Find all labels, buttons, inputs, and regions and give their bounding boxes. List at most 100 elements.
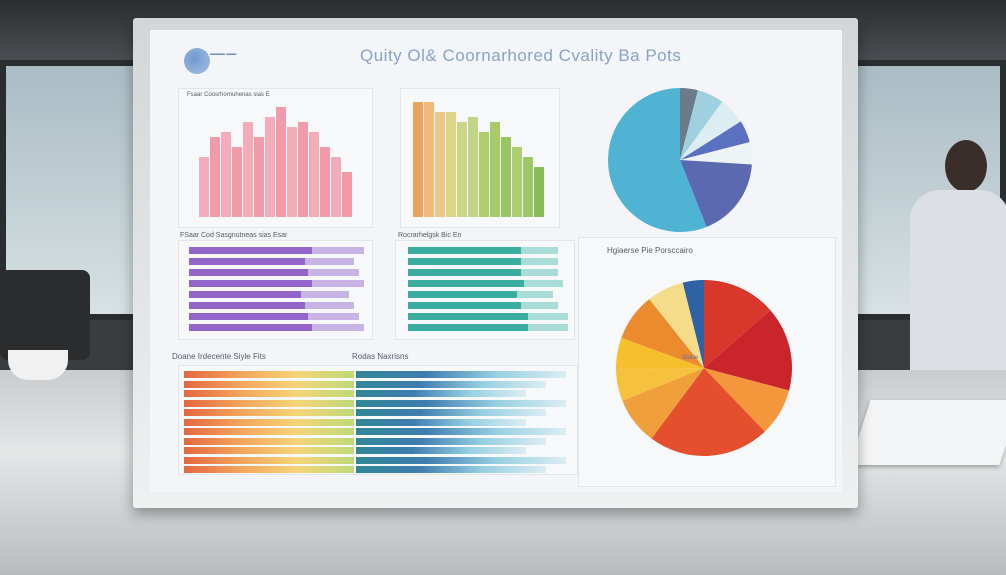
bar	[446, 112, 456, 217]
bar	[265, 117, 275, 217]
bar	[189, 324, 312, 331]
bar	[534, 167, 544, 217]
pie-slice	[704, 368, 790, 432]
bar	[490, 122, 500, 217]
bar	[221, 132, 231, 217]
chart-title: FSaar Cod Sasgnutneas sias Esar	[180, 232, 288, 239]
bar	[331, 157, 341, 217]
pie-slice	[704, 310, 792, 391]
bar	[356, 418, 526, 426]
bar	[189, 313, 308, 320]
pie-slice	[621, 299, 704, 368]
pie-slice	[649, 282, 704, 368]
teal-bar-chart	[395, 240, 575, 340]
bar	[287, 127, 297, 217]
bar	[356, 409, 546, 416]
pie-slice	[680, 101, 741, 160]
pie-slice	[704, 280, 771, 368]
chart-title: Doane Irdecente Siyle Fits	[172, 352, 266, 361]
bar	[189, 302, 305, 309]
bar	[276, 107, 286, 217]
bar	[356, 399, 566, 407]
bar	[356, 380, 546, 388]
chart-title: Rocrarhelgsk Bic En	[398, 232, 462, 239]
bar	[408, 258, 521, 265]
pie-slice	[622, 368, 704, 439]
poster: ▬▬▬ ▬▬ Quity Ol& Coornarhored Cvality Ba…	[150, 30, 842, 492]
bar	[408, 269, 521, 276]
blue-pie-chart	[608, 88, 752, 233]
bar	[342, 172, 352, 217]
bar	[408, 280, 525, 287]
bar	[199, 157, 209, 217]
orange-green-bar-chart	[400, 88, 560, 228]
bar	[184, 380, 354, 388]
bar	[184, 390, 354, 397]
pie-slice	[680, 90, 723, 160]
bar	[356, 371, 566, 378]
chart-subtitle: Rodas Naxrisns	[352, 352, 409, 361]
logo-icon	[184, 48, 210, 74]
bar	[184, 437, 354, 445]
bar	[408, 324, 528, 331]
bar	[243, 122, 253, 217]
logo-text: ▬▬▬ ▬▬	[210, 51, 237, 57]
bar	[479, 132, 489, 217]
bar	[408, 313, 528, 320]
pie-slice	[680, 121, 750, 160]
bar	[356, 466, 546, 473]
bar	[356, 428, 566, 435]
purple-bar-chart	[178, 240, 373, 340]
pie-panel: Hgiaerse Pie Porsccairo Stoilie	[578, 237, 836, 487]
bar	[424, 102, 434, 217]
bar	[413, 102, 423, 217]
bar	[210, 137, 220, 217]
bar	[184, 466, 354, 473]
bar	[523, 157, 533, 217]
pie-slice	[616, 368, 704, 401]
bar	[184, 447, 354, 454]
pie-slice	[608, 88, 707, 233]
person-silhouette	[905, 140, 1006, 370]
paper-document	[849, 400, 1006, 465]
multicolor-pie-chart	[616, 280, 792, 457]
bar	[298, 122, 308, 217]
bar	[184, 418, 354, 426]
bar	[184, 428, 354, 435]
coffee-cup	[8, 350, 68, 380]
bar	[232, 147, 242, 217]
bar	[435, 112, 445, 217]
bar	[408, 247, 521, 254]
bar	[254, 137, 264, 217]
pie-slice	[680, 142, 752, 165]
bar	[512, 147, 522, 217]
bar	[184, 399, 354, 407]
office-chair	[0, 270, 90, 360]
chart-title: Fsaar Coosrhornuhenas sias E	[187, 92, 270, 98]
bar	[356, 390, 526, 397]
bar	[356, 437, 546, 445]
bar	[184, 371, 354, 378]
bar	[356, 447, 526, 454]
bar	[184, 456, 354, 464]
bar	[189, 280, 312, 287]
pink-bar-chart: Fsaar Coosrhornuhenas sias E	[178, 88, 373, 228]
bar	[457, 122, 467, 217]
chart-title: Hgiaerse Pie Porsccairo	[607, 246, 693, 255]
bar	[408, 302, 521, 309]
pie-slice	[651, 368, 765, 457]
stacked-bar-chart	[178, 365, 578, 475]
pie-slice	[616, 337, 704, 370]
bar	[309, 132, 319, 217]
bar	[189, 258, 305, 265]
poster-title: Quity Ol& Coornarhored Cvality Ba Pots	[360, 46, 682, 65]
pie-slice	[680, 160, 752, 227]
bar	[189, 291, 301, 298]
bar	[189, 247, 312, 254]
pie-slice	[682, 280, 704, 368]
pie-center-label: Stoilie	[682, 355, 699, 361]
bar	[320, 147, 330, 217]
bar	[408, 291, 517, 298]
bar	[468, 117, 478, 217]
bar	[189, 269, 308, 276]
